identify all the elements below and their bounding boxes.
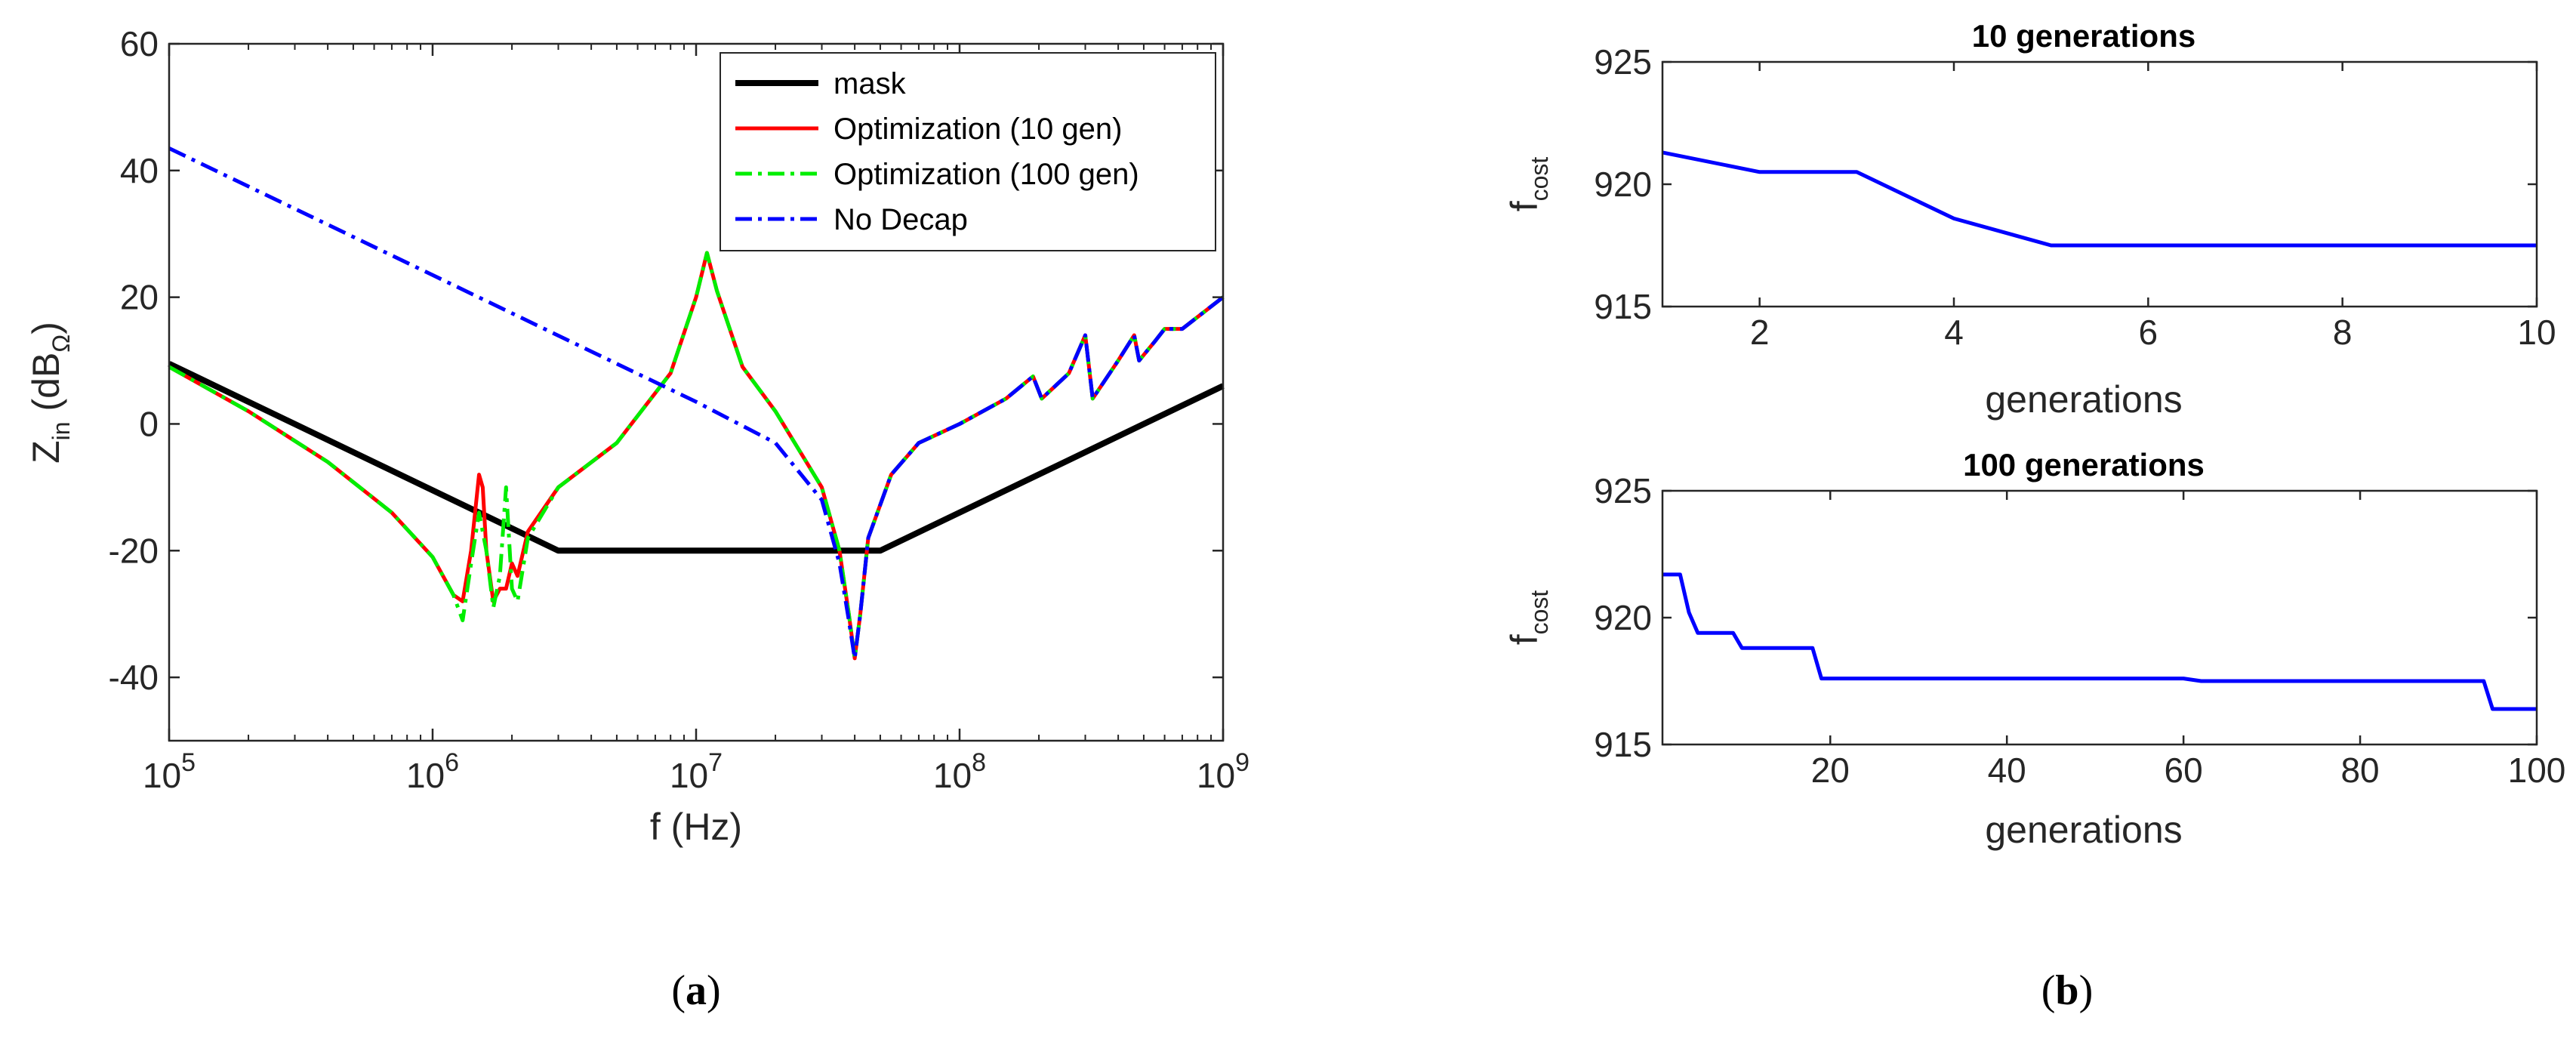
impedance-legend: mask Optimization (10 gen) Optimization …	[719, 52, 1216, 251]
cost-10gen-plot-frame	[1661, 60, 2538, 308]
cost-100gen-plot-frame	[1661, 489, 2538, 746]
y-tick-label: 915	[1594, 725, 1652, 764]
y-tick-label: 920	[1594, 598, 1652, 637]
x-tick-label: 8	[2333, 313, 2353, 352]
caption-b: (b)	[2041, 967, 2093, 1014]
series-line-no-decap	[168, 146, 1225, 661]
x-tick-label: 100	[2508, 751, 2566, 790]
impedance-chart: -40 -20 0 20 40 60 105 106 107 108 109 Zin (dBΩ) f…	[25, 24, 1249, 848]
x-tick-label: 6	[2139, 313, 2158, 352]
x-tick-label: 108	[933, 748, 986, 795]
legend-label-mask: mask	[834, 67, 907, 100]
series-line-optimization-100-gen	[168, 251, 1225, 661]
y-tick-label: 60	[120, 24, 159, 63]
x-tick-label: 80	[2340, 751, 2379, 790]
x-tick-label: 60	[2165, 751, 2203, 790]
impedance-x-axis-label: f (Hz)	[650, 806, 742, 848]
cost-100gen-title: 100 generations	[1963, 447, 2205, 482]
cost-100gen-y-axis-label: fcost	[1503, 590, 1553, 646]
caption-a: (a)	[671, 967, 720, 1014]
series-line-optimization-10-gen	[168, 251, 1225, 661]
cost-10gen-chart: 10 generations 915 920 925 2 4 6 8 10 fcost gen…	[1503, 18, 2556, 421]
x-tick-label: 105	[143, 748, 196, 795]
y-tick-label: 920	[1594, 165, 1652, 204]
y-tick-label: 40	[120, 151, 159, 190]
x-tick-label: 40	[1988, 751, 2026, 790]
y-tick-label: -40	[109, 658, 159, 697]
cost-100gen-x-axis-label: generations	[1985, 809, 2182, 851]
x-tick-label: 2	[1750, 313, 1770, 352]
cost-100gen-chart: 100 generations 915 920 925 20 40 60 80 100 fco…	[1503, 447, 2565, 851]
x-tick-label: 4	[1944, 313, 1964, 352]
legend-label-nodecap: No Decap	[834, 203, 968, 236]
y-tick-label: 925	[1594, 42, 1652, 82]
impedance-y-axis-label: Zin (dBΩ)	[25, 322, 75, 464]
legend-label-opt10: Optimization (10 gen)	[834, 113, 1122, 146]
cost-10gen-title: 10 generations	[1972, 18, 2195, 54]
y-tick-label: -20	[109, 531, 159, 570]
impedance-series-group	[168, 146, 1225, 661]
cost-line	[1662, 572, 2537, 711]
x-tick-label: 10	[2517, 313, 2556, 352]
cost-10gen-y-axis-label: fcost	[1503, 157, 1553, 212]
x-tick-label: 106	[406, 748, 459, 795]
series-line-mask	[168, 361, 1225, 554]
cost-10gen-x-axis-label: generations	[1985, 378, 2182, 421]
y-tick-label: 915	[1594, 287, 1652, 326]
x-tick-label: 109	[1197, 748, 1249, 795]
y-tick-label: 0	[139, 404, 159, 443]
y-tick-label: 925	[1594, 471, 1652, 510]
legend-label-opt100: Optimization (100 gen)	[834, 158, 1139, 191]
x-tick-label: 107	[670, 748, 723, 795]
y-tick-label: 20	[120, 278, 159, 317]
cost-line	[1662, 150, 2537, 248]
x-tick-label: 20	[1811, 751, 1850, 790]
